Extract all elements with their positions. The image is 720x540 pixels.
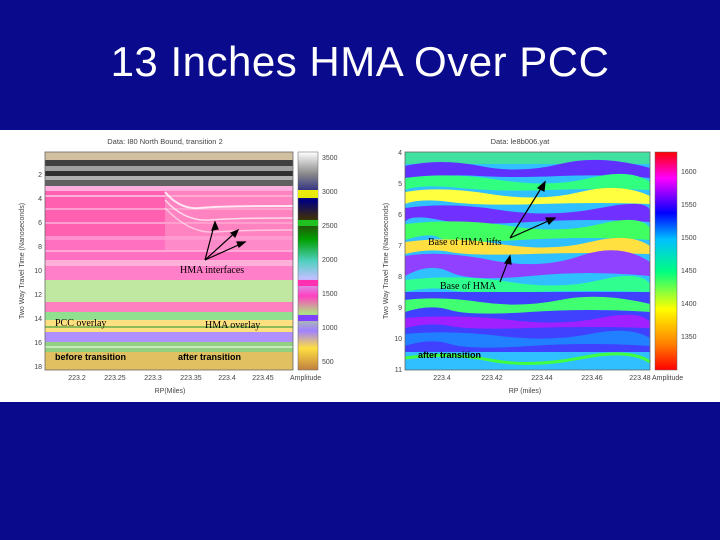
left-cbar-tick: 3000 bbox=[322, 189, 338, 196]
base-hma-lifts-label: Base of HMA lifts bbox=[428, 237, 502, 248]
right-cbar-tick: 1350 bbox=[681, 334, 697, 341]
left-xtick: 223.35 bbox=[180, 375, 202, 382]
right-ytick: 7 bbox=[398, 243, 402, 250]
before-transition-label: before transition bbox=[55, 352, 126, 362]
left-cbar-tick: 1000 bbox=[322, 325, 338, 332]
right-xticks: 223.4 223.42 223.44 223.46 223.48 bbox=[433, 375, 651, 382]
right-cbar-tick: 1600 bbox=[681, 169, 697, 176]
right-ytick: 6 bbox=[398, 212, 402, 219]
left-xtick: 223.3 bbox=[144, 375, 162, 382]
hma-interfaces-label: HMA interfaces bbox=[180, 265, 244, 276]
right-ytick: 11 bbox=[395, 367, 402, 374]
right-xlabel: RP (miles) bbox=[509, 388, 542, 395]
right-ytick: 4 bbox=[398, 150, 402, 157]
right-cbar-label: Amplitude bbox=[652, 375, 683, 382]
left-cbar-tick: 2500 bbox=[322, 223, 338, 230]
left-ytick: 12 bbox=[34, 292, 42, 299]
left-xtick: 223.2 bbox=[68, 375, 86, 382]
right-xtick: 223.4 bbox=[433, 375, 451, 382]
right-colorbar: 1600 1550 1500 1450 1400 1350 Amplitude bbox=[652, 151, 697, 382]
left-xticks: 223.2 223.25 223.3 223.35 223.4 223.45 bbox=[68, 375, 274, 382]
right-xtick: 223.46 bbox=[581, 375, 603, 382]
right-cbar-tick: 1400 bbox=[681, 301, 697, 308]
left-ytick: 8 bbox=[38, 244, 42, 251]
right-xtick: 223.48 bbox=[629, 375, 651, 382]
left-xtick: 223.25 bbox=[104, 375, 126, 382]
left-ytick: 2 bbox=[38, 172, 42, 179]
right-ytick: 8 bbox=[398, 274, 402, 281]
left-xtick: 223.45 bbox=[252, 375, 274, 382]
right-ylabel: Two Way Travel Time (Nanoseconds) bbox=[383, 203, 390, 319]
left-cbar-tick: 1500 bbox=[322, 291, 338, 298]
left-ytick: 10 bbox=[34, 268, 42, 275]
right-plot-area bbox=[404, 151, 651, 371]
left-plot-area bbox=[44, 151, 294, 371]
left-ytick: 18 bbox=[34, 364, 42, 371]
base-hma-label: Base of HMA bbox=[440, 281, 497, 292]
right-after-transition-label: after transition bbox=[418, 350, 481, 360]
left-radargram: Data: I80 North Bound, transition 2 bbox=[19, 137, 338, 395]
right-cbar-tick: 1550 bbox=[681, 202, 697, 209]
left-cbar-tick: 2000 bbox=[322, 257, 338, 264]
right-xtick: 223.42 bbox=[481, 375, 503, 382]
right-ytick: 9 bbox=[398, 305, 402, 312]
slide-title: 13 Inches HMA Over PCC bbox=[110, 38, 610, 85]
left-cbar-tick: 500 bbox=[322, 359, 334, 366]
right-ytick: 10 bbox=[394, 336, 402, 343]
right-arrows bbox=[499, 180, 557, 283]
right-cbar-tick: 1450 bbox=[681, 268, 697, 275]
right-radargram: Data: le8b006.yat bbox=[383, 137, 697, 395]
left-yticks: 2 4 6 8 10 12 14 16 18 bbox=[34, 172, 42, 371]
right-panel-title: Data: le8b006.yat bbox=[491, 137, 551, 146]
left-xlabel: RP(Miles) bbox=[155, 388, 186, 395]
left-ylabel: Two Way Travel Time (Nanoseconds) bbox=[19, 203, 26, 319]
after-transition-label: after transition bbox=[178, 352, 241, 362]
left-ytick: 6 bbox=[38, 220, 42, 227]
left-xtick: 223.4 bbox=[218, 375, 236, 382]
left-colorbar: 3500 3000 2500 2000 1500 1000 500 Amplit… bbox=[290, 151, 338, 382]
left-panel-title: Data: I80 North Bound, transition 2 bbox=[107, 137, 223, 146]
right-yticks: 4 5 6 7 8 9 10 11 bbox=[394, 150, 402, 374]
pcc-overlay-label: PCC overlay bbox=[55, 318, 106, 329]
right-cbar-tick: 1500 bbox=[681, 235, 697, 242]
hma-overlay-label: HMA overlay bbox=[205, 320, 260, 331]
left-cbar-label: Amplitude bbox=[290, 375, 321, 382]
figure-band: Data: I80 North Bound, transition 2 bbox=[0, 130, 720, 402]
right-ytick: 5 bbox=[398, 181, 402, 188]
left-ytick: 16 bbox=[34, 340, 42, 347]
right-xtick: 223.44 bbox=[531, 375, 553, 382]
left-cbar-tick: 3500 bbox=[322, 155, 338, 162]
left-ytick: 14 bbox=[34, 316, 42, 323]
left-arrows bbox=[204, 220, 247, 261]
left-ytick: 4 bbox=[38, 196, 42, 203]
